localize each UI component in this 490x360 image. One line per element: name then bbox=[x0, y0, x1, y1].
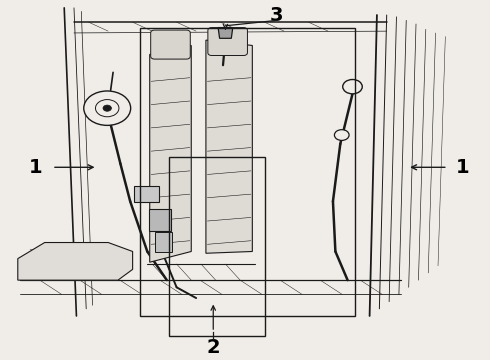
Circle shape bbox=[96, 100, 119, 117]
Bar bbox=[140, 28, 355, 316]
Polygon shape bbox=[206, 40, 252, 253]
Polygon shape bbox=[218, 28, 233, 38]
Circle shape bbox=[334, 130, 349, 140]
FancyBboxPatch shape bbox=[149, 209, 171, 231]
Bar bbox=[169, 157, 265, 336]
Text: 1: 1 bbox=[456, 158, 469, 177]
Text: 3: 3 bbox=[270, 6, 284, 25]
Text: 1: 1 bbox=[29, 158, 43, 177]
FancyBboxPatch shape bbox=[208, 28, 247, 55]
FancyBboxPatch shape bbox=[134, 185, 159, 202]
FancyBboxPatch shape bbox=[151, 30, 190, 59]
Circle shape bbox=[103, 105, 111, 111]
Polygon shape bbox=[18, 243, 133, 280]
Circle shape bbox=[84, 91, 131, 125]
Polygon shape bbox=[150, 45, 191, 262]
FancyBboxPatch shape bbox=[155, 232, 172, 252]
Text: 2: 2 bbox=[206, 338, 220, 357]
Circle shape bbox=[343, 80, 362, 94]
